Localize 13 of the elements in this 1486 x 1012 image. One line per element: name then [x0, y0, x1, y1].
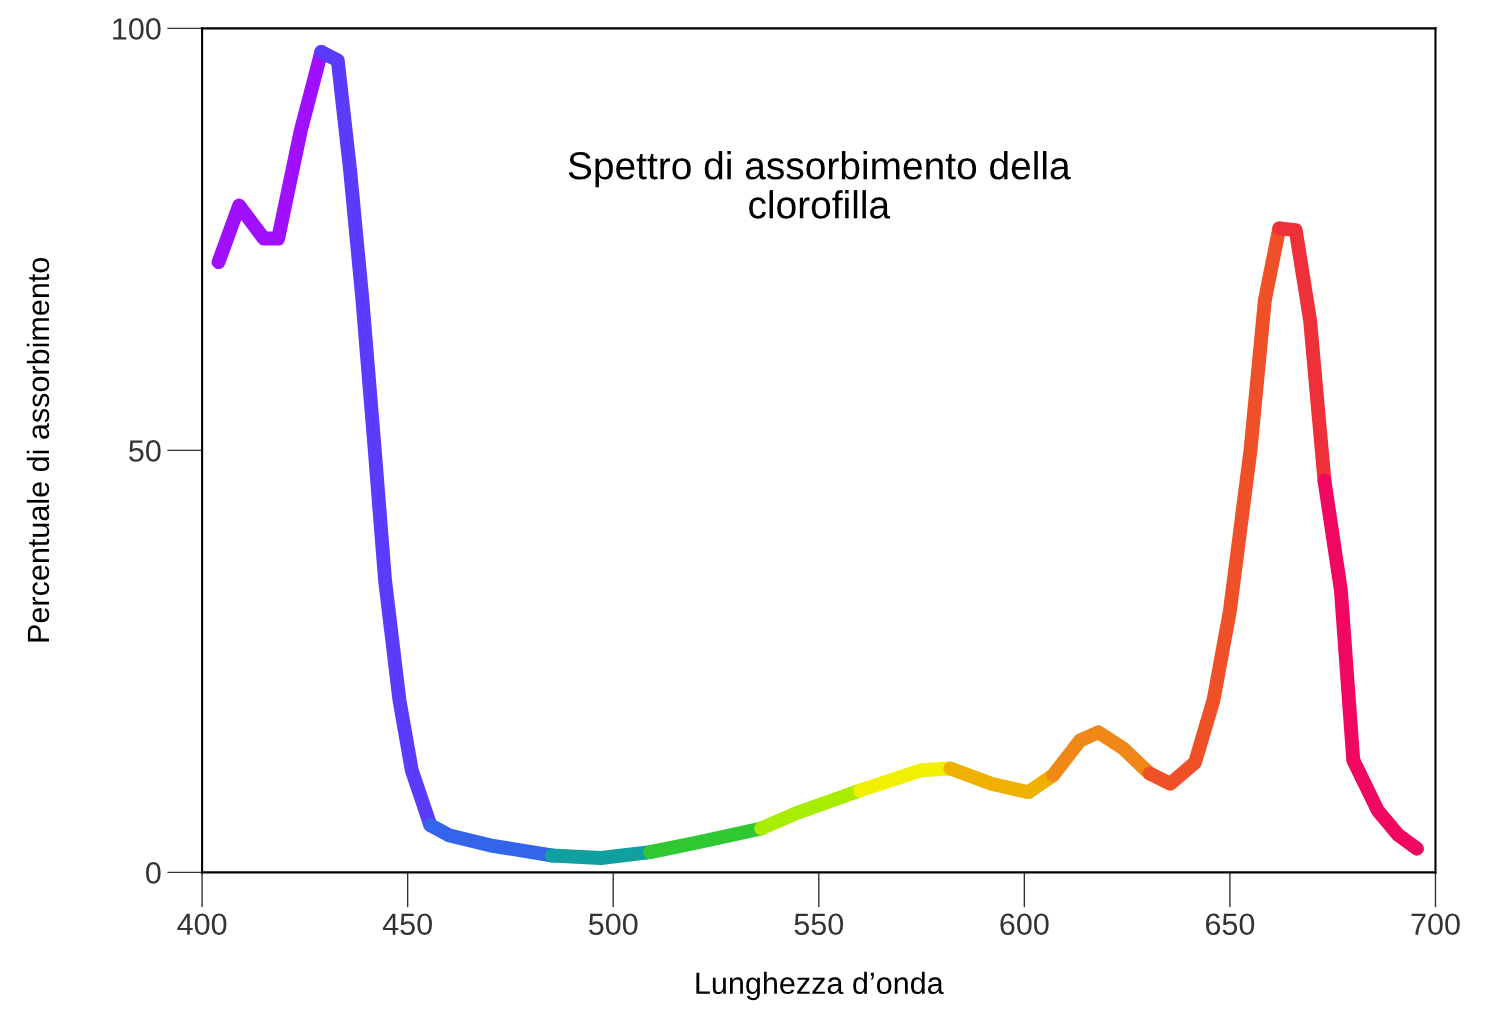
y-tick-label: 50 [129, 440, 161, 462]
x-tick-label: 400 [177, 913, 227, 936]
x-tick-label: 600 [1000, 913, 1049, 936]
x-tick-label: 700 [1411, 913, 1460, 936]
y-tick-label: 100 [113, 18, 161, 40]
x-tick-label: 650 [1205, 913, 1255, 936]
x-tick-label: 550 [794, 913, 844, 936]
y-tick-label: 0 [146, 862, 161, 884]
text: Spettro di assorbimento della clorofilla [568, 151, 1071, 219]
x-axis-title: Lunghezza d’onda [696, 971, 944, 1001]
y-axis-title: Percentuale di assorbimento [26, 257, 50, 642]
x-tick-label: 450 [382, 913, 432, 936]
x-tick-label: 500 [588, 913, 638, 936]
